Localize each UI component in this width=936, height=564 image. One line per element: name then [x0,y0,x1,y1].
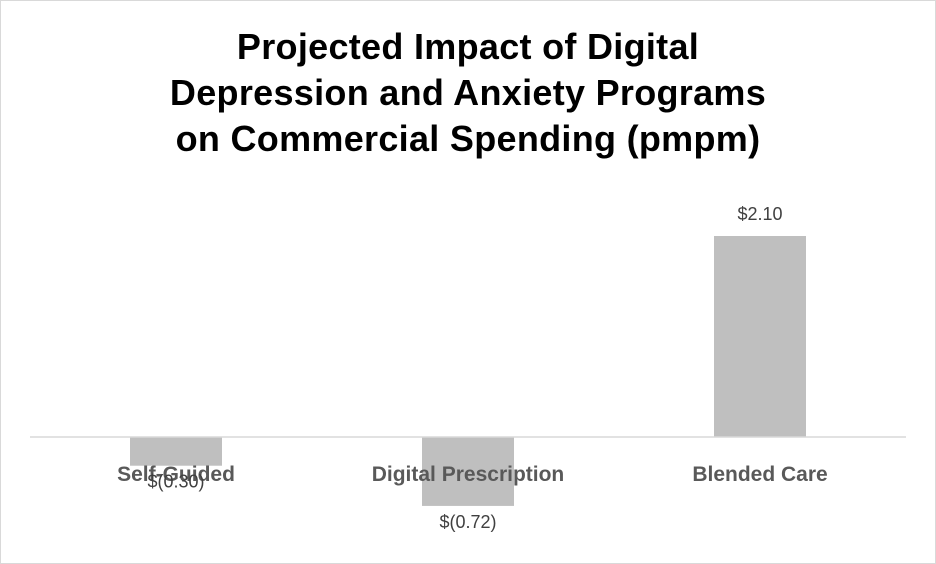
chart-title: Projected Impact of Digital Depression a… [0,24,936,162]
data-label: $(0.30) [147,472,204,492]
chart-title-line-2: Depression and Anxiety Programs [169,72,767,113]
data-label: $2.10 [737,204,782,224]
chart-title-line-1: Projected Impact of Digital [236,26,700,67]
bar-blended-care [714,236,806,437]
category-label: Digital Prescription [372,463,565,486]
data-label: $(0.72) [439,512,496,532]
bar-digital-prescription [422,437,514,506]
category-label: Blended Care [692,463,827,486]
bar-self-guided [130,437,222,466]
chart-title-line-3: on Commercial Spending (pmpm) [175,118,761,159]
category-label: Self-Guided [117,463,235,486]
